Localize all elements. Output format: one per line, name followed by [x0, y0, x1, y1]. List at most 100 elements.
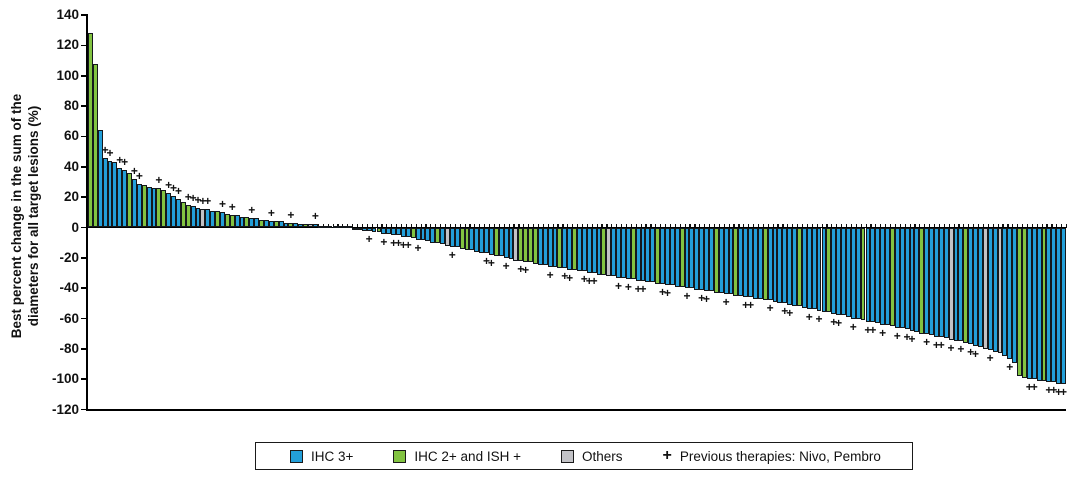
bar — [459, 227, 465, 249]
bar — [581, 227, 587, 272]
prev-therapy-marker: + — [683, 289, 691, 304]
bar — [650, 227, 656, 283]
bar — [97, 130, 103, 228]
bar — [400, 227, 406, 237]
bar — [420, 227, 426, 240]
bar — [836, 227, 842, 316]
prev-therapy-marker: + — [170, 180, 178, 195]
bar — [361, 227, 367, 231]
prev-therapy-marker: + — [448, 248, 456, 263]
zero-line-tick — [679, 223, 681, 228]
bar — [655, 227, 661, 284]
prev-therapy-marker: + — [116, 153, 124, 168]
x-axis-zero-line — [88, 226, 1066, 229]
bar — [982, 227, 988, 349]
zero-line-tick — [919, 223, 921, 228]
bar — [630, 227, 636, 280]
bar — [484, 227, 489, 254]
zero-line-tick — [689, 223, 691, 228]
bar — [229, 215, 235, 228]
zero-line-tick — [396, 223, 398, 228]
bar — [366, 227, 372, 231]
zero-line-tick — [640, 223, 642, 228]
bar — [288, 222, 294, 228]
bar — [679, 227, 685, 287]
bar — [865, 227, 871, 322]
zero-line-tick — [493, 223, 496, 228]
bar — [689, 227, 695, 289]
y-axis-tick — [80, 14, 87, 16]
bar — [611, 227, 617, 277]
bar — [616, 227, 621, 278]
zero-line-tick — [332, 223, 334, 228]
bar — [176, 198, 181, 228]
bar — [880, 227, 886, 325]
bar — [112, 162, 118, 228]
prev-therapy-marker: + — [174, 183, 182, 198]
y-axis-tick-label: 40 — [63, 158, 79, 174]
zero-line-tick — [606, 223, 608, 228]
y-axis-tick-label: 120 — [56, 37, 79, 53]
zero-line-tick — [880, 223, 882, 228]
zero-line-tick — [850, 223, 853, 228]
bar — [699, 227, 705, 290]
zero-line-tick — [327, 223, 329, 228]
prev-therapy-marker: + — [287, 207, 295, 222]
prev-therapy-marker: + — [199, 194, 207, 209]
bar — [356, 227, 362, 230]
y-axis-tick — [80, 287, 87, 290]
legend-item-prev-therapies: + Previous therapies: Nivo, Pembro — [662, 448, 880, 464]
y-axis-tick-label: -80 — [59, 340, 79, 356]
bar — [635, 227, 641, 281]
bar — [1031, 227, 1037, 380]
y-axis-line — [86, 14, 88, 411]
zero-line-tick — [816, 223, 818, 228]
bar — [889, 227, 895, 327]
bar — [425, 227, 431, 242]
y-axis-tick-label: -120 — [51, 401, 79, 417]
zero-line-tick — [444, 223, 447, 228]
bar — [792, 227, 798, 307]
bar — [919, 227, 925, 334]
zero-line-tick — [782, 223, 784, 228]
zero-line-tick — [709, 223, 711, 228]
bar — [244, 216, 250, 228]
zero-line-tick — [836, 223, 838, 228]
zero-line-tick — [713, 223, 716, 228]
bar — [293, 222, 299, 228]
bar — [953, 227, 959, 342]
bar — [694, 227, 700, 290]
bar — [713, 227, 719, 293]
zero-line-tick — [948, 223, 950, 228]
zero-line-tick — [577, 223, 579, 228]
zero-line-tick — [474, 223, 476, 228]
bar — [973, 227, 978, 346]
bar — [948, 227, 954, 340]
prev-therapy-marker: + — [830, 314, 838, 329]
bar — [381, 227, 387, 234]
zero-line-tick — [753, 223, 755, 228]
zero-line-tick — [1036, 223, 1038, 228]
y-axis-tick-label: -60 — [59, 310, 79, 326]
bar — [885, 227, 890, 325]
bar — [166, 192, 172, 228]
prev-therapy-marker: + — [722, 295, 730, 310]
bar — [151, 188, 157, 228]
prev-therapy-marker: + — [483, 254, 491, 269]
bar — [532, 227, 538, 264]
prev-therapy-marker: + — [932, 337, 940, 352]
prev-therapy-marker: + — [204, 194, 212, 209]
zero-line-tick — [1031, 223, 1033, 228]
zero-line-tick — [400, 223, 403, 228]
prev-therapy-marker: + — [957, 342, 965, 357]
bar — [396, 227, 401, 236]
zero-line-tick — [317, 223, 320, 228]
bar — [709, 227, 714, 292]
zero-line-tick — [567, 223, 569, 228]
bar — [924, 227, 930, 334]
zero-line-tick — [787, 223, 789, 228]
bar — [122, 169, 128, 228]
ihc2-ish-swatch-icon — [393, 449, 407, 463]
bar — [855, 227, 861, 319]
